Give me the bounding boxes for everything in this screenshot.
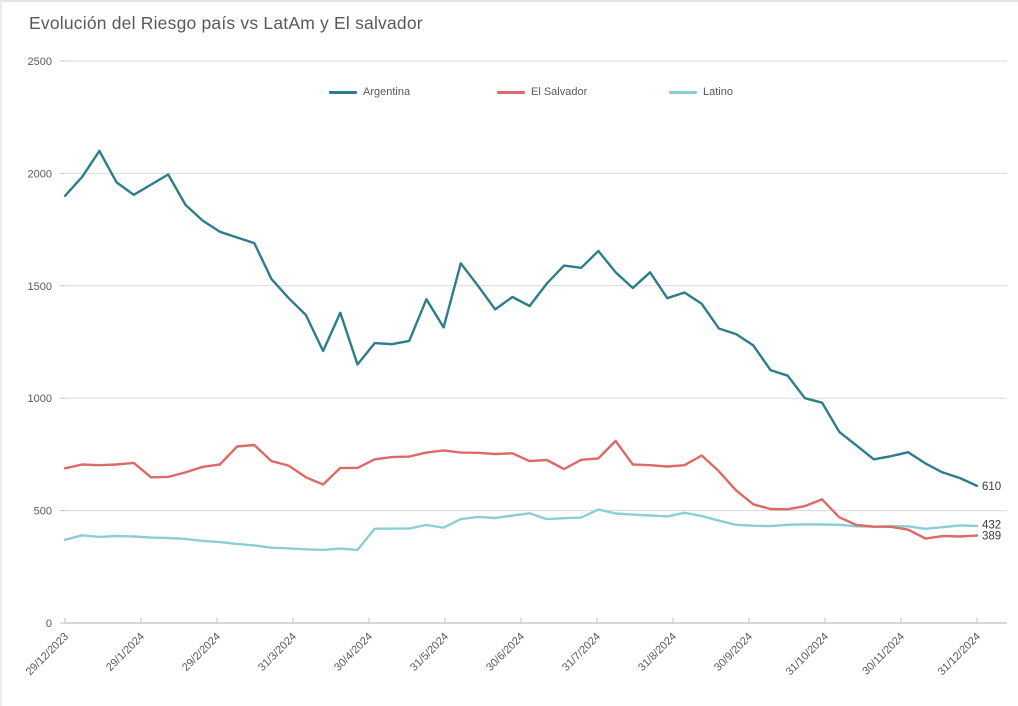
latino-line	[63, 508, 979, 552]
x-axis-label: 31/8/2024	[636, 631, 679, 674]
chart-title: Evolución del Riesgo país vs LatAm y El …	[29, 13, 423, 33]
argentina-end-label: 610	[982, 481, 1001, 493]
y-axis-label: 2500	[28, 56, 52, 68]
latino-end-label: 432	[982, 520, 1001, 532]
y-axis-label: 1500	[28, 281, 52, 293]
x-axis-label: 29/12/2023	[24, 631, 71, 678]
argentina-line	[63, 149, 979, 488]
y-axis-label: 1000	[28, 393, 52, 405]
x-axis-label: 30/4/2024	[332, 631, 375, 674]
el-salvador-end-label: 389	[982, 531, 1001, 543]
x-axis-label: 29/2/2024	[180, 631, 223, 674]
legend-item-el-salvador: El Salvador	[497, 86, 587, 98]
legend-swatch-el-salvador	[497, 90, 525, 94]
legend-label-argentina: Argentina	[363, 86, 411, 98]
legend-label-latino: Latino	[703, 86, 733, 98]
x-axis-label: 31/3/2024	[256, 631, 299, 674]
legend-label-el-salvador: El Salvador	[531, 86, 588, 98]
el-salvador-line	[63, 439, 979, 540]
legend-swatch-latino	[669, 90, 697, 94]
legend-item-argentina: Argentina	[329, 86, 410, 98]
x-axis-label: 29/1/2024	[104, 631, 147, 674]
y-axis-label: 2000	[28, 168, 52, 180]
legend-swatch-argentina	[329, 90, 357, 94]
x-axis-label: 31/5/2024	[408, 631, 451, 674]
x-axis-label: 31/12/2024	[936, 631, 983, 678]
legend-item-latino: Latino	[669, 86, 733, 98]
x-axis-label: 30/9/2024	[712, 631, 755, 674]
x-axis-label: 31/10/2024	[784, 631, 831, 678]
x-axis-label: 30/11/2024	[860, 631, 907, 678]
x-axis-label: 30/6/2024	[484, 631, 527, 674]
y-axis-label: 0	[46, 618, 52, 630]
y-axis-label: 500	[34, 506, 52, 518]
x-axis-label: 31/7/2024	[560, 631, 603, 674]
